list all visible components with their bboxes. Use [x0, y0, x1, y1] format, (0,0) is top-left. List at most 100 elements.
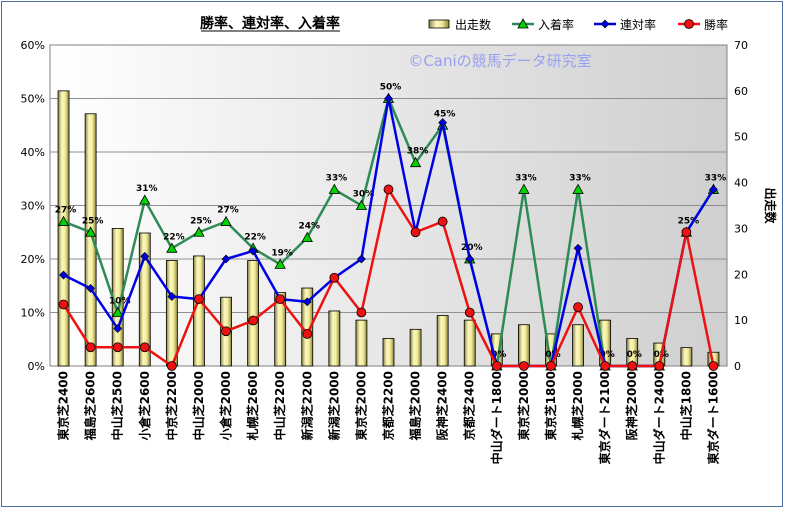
place-rate-point [518, 183, 530, 194]
category-label: 中京芝2200 [164, 371, 179, 440]
place-rate-data-label: 0% [599, 350, 614, 360]
category-label: 中山芝2000 [191, 371, 206, 440]
win-rate-point [58, 299, 69, 310]
win-rate-point [85, 342, 96, 353]
right-axis-tick-label: 60 [734, 85, 748, 98]
place-rate-data-label: 33% [326, 173, 348, 183]
win-rate-point [410, 227, 421, 238]
bar-11 [328, 310, 341, 367]
left-axis-tick-label: 30% [21, 200, 45, 213]
bar-14 [409, 328, 422, 367]
category-label: 中山芝2200 [272, 371, 287, 440]
place-rate-data-label: 0% [627, 350, 642, 360]
win-rate-point [112, 342, 123, 353]
win-rate-point [464, 307, 475, 318]
bar-20 [572, 324, 584, 367]
chart-legend: 出走数 入着率 連対率 勝率 [428, 17, 728, 32]
place-rate-data-label: 20% [461, 243, 483, 253]
place-rate-point [193, 226, 205, 237]
place-rate-data-label: 10% [109, 297, 131, 307]
place-rate-data-label: 0% [491, 350, 506, 360]
left-axis-tick-label: 40% [21, 146, 45, 159]
top2-rate-point [86, 284, 96, 293]
right-axis-tick-label: 50 [734, 131, 748, 144]
place-rate-data-label: 22% [163, 232, 185, 242]
watermark: ©Caniの競馬データ研究室 [408, 52, 591, 70]
bar-9 [274, 292, 287, 367]
win-rate-point [491, 361, 502, 371]
top2-rate-point [356, 254, 366, 264]
category-label: 小倉芝2000 [218, 371, 233, 440]
right-axis-tick-label: 0 [734, 360, 741, 373]
place-rate-data-label: 30% [353, 190, 375, 200]
win-rate-point [600, 361, 611, 371]
win-rate-point [221, 326, 231, 337]
right-axis-tick-label: 30 [734, 222, 748, 235]
left-axis-tick-label: 20% [21, 253, 45, 266]
bar-4 [138, 232, 151, 367]
category-label: 阪神芝2400 [435, 371, 450, 440]
win-rate-point [139, 342, 150, 353]
category-label: 中山ダート1800 [489, 371, 504, 464]
bar-1 [57, 90, 70, 367]
legend-marker [600, 19, 610, 29]
bar-5 [165, 260, 178, 367]
legend-marker [684, 19, 694, 29]
bar-2 [84, 113, 97, 367]
right-axis-tick-label: 70 [734, 39, 748, 52]
right-axis-tick-label: 10 [734, 314, 748, 327]
win-rate-point [383, 184, 394, 195]
top2-rate-point [221, 254, 231, 264]
place-rate-point [328, 183, 341, 194]
chart-title: 勝率、連対率、入着率 [200, 15, 340, 32]
legend-label: 入着率 [538, 17, 574, 32]
place-rate-data-label: 45% [434, 109, 456, 119]
win-rate-point [275, 294, 286, 305]
place-rate-point [409, 156, 422, 168]
place-rate-point [112, 306, 124, 317]
top2-rate-point [709, 185, 718, 194]
legend-label: 勝率 [704, 17, 728, 32]
place-rate-point [274, 258, 286, 269]
win-rate-point [573, 302, 583, 313]
win-rate-point [654, 361, 665, 371]
place-rate-data-label: 33% [705, 173, 727, 183]
win-rate-point [302, 328, 313, 339]
place-rate-point [355, 199, 368, 210]
category-label: 中山ダート2400 [651, 371, 666, 464]
category-label: 東京ダート1600 [705, 371, 720, 464]
left-axis-tick-label: 0% [28, 360, 45, 373]
category-label: 阪神芝2000 [624, 371, 639, 440]
place-rate-data-label: 25% [190, 216, 212, 226]
place-rate-point [84, 226, 97, 237]
category-label: 中山芝2500 [110, 371, 125, 440]
win-rate-point [329, 272, 340, 283]
place-rate-point [220, 215, 232, 226]
category-label: 京都芝2200 [381, 371, 396, 440]
bar-12 [355, 319, 368, 367]
place-rate-data-label: 19% [271, 248, 293, 258]
place-rate-data-label: 25% [82, 216, 104, 226]
bar-24 [680, 347, 693, 367]
left-axis-tick-label: 10% [21, 307, 45, 320]
category-label: 中山芝1800 [678, 371, 693, 440]
win-rate-point [681, 227, 692, 238]
win-rate-point [194, 294, 204, 305]
place-rate-point [572, 183, 584, 194]
win-rate-point [708, 361, 719, 371]
top2-rate-point [384, 94, 393, 103]
category-label: 札幌芝2000 [570, 371, 585, 441]
place-rate-data-label: 38% [407, 147, 429, 157]
top2-rate-point [140, 251, 150, 261]
category-label: 新潟芝2200 [299, 371, 314, 440]
legend-marker [517, 18, 529, 29]
top2-rate-point [438, 118, 448, 127]
legend-swatch-bar [428, 19, 450, 29]
legend-label: 出走数 [455, 17, 491, 32]
category-label: 札幌芝2600 [245, 371, 260, 441]
place-rate-data-label: 25% [678, 216, 700, 226]
category-label: 東京芝1800 [543, 371, 558, 440]
win-rate-point [627, 361, 638, 371]
category-label: 東京芝2000 [516, 371, 531, 440]
top2-rate-point [248, 246, 258, 256]
